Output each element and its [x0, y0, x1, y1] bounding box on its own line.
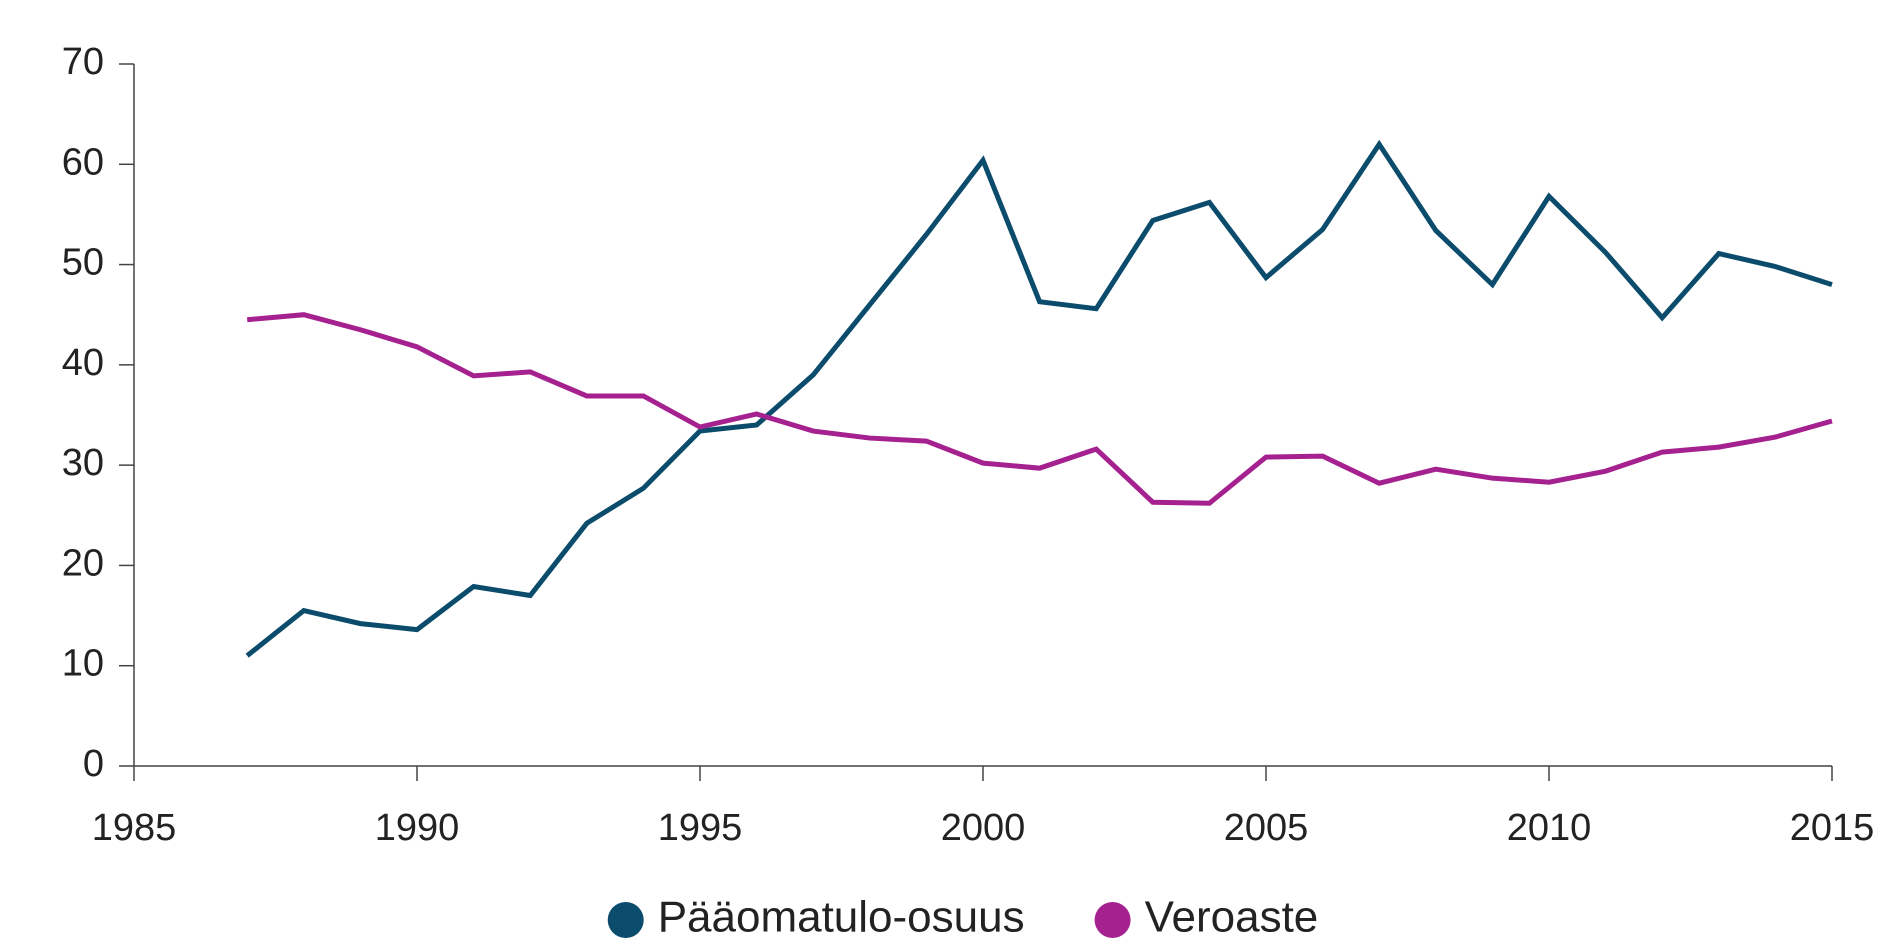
- x-tick-label: 1995: [658, 807, 743, 849]
- y-tick-label: 30: [62, 442, 104, 484]
- y-tick-label: 0: [83, 743, 104, 785]
- legend-marker: [1094, 902, 1131, 938]
- x-tick-label: 2015: [1790, 807, 1875, 849]
- y-tick-label: 10: [62, 643, 104, 685]
- y-tick-label: 50: [62, 242, 104, 284]
- x-tick-label: 1985: [92, 807, 177, 849]
- y-tick-label: 40: [62, 342, 104, 384]
- legend-label: Pääomatulo-osuus: [658, 893, 1025, 942]
- y-tick-label: 60: [62, 141, 104, 183]
- x-tick-label: 1990: [375, 807, 460, 849]
- legend-marker: [607, 902, 644, 938]
- x-tick-label: 2010: [1507, 807, 1592, 849]
- legend-label: Veroaste: [1145, 893, 1319, 942]
- y-tick-label: 20: [62, 542, 104, 584]
- line: [246, 312, 1833, 506]
- y-tick-label: 70: [62, 41, 104, 83]
- x-tick-label: 2000: [941, 807, 1026, 849]
- x-tick-label: 2005: [1224, 807, 1309, 849]
- line: [245, 139, 1833, 658]
